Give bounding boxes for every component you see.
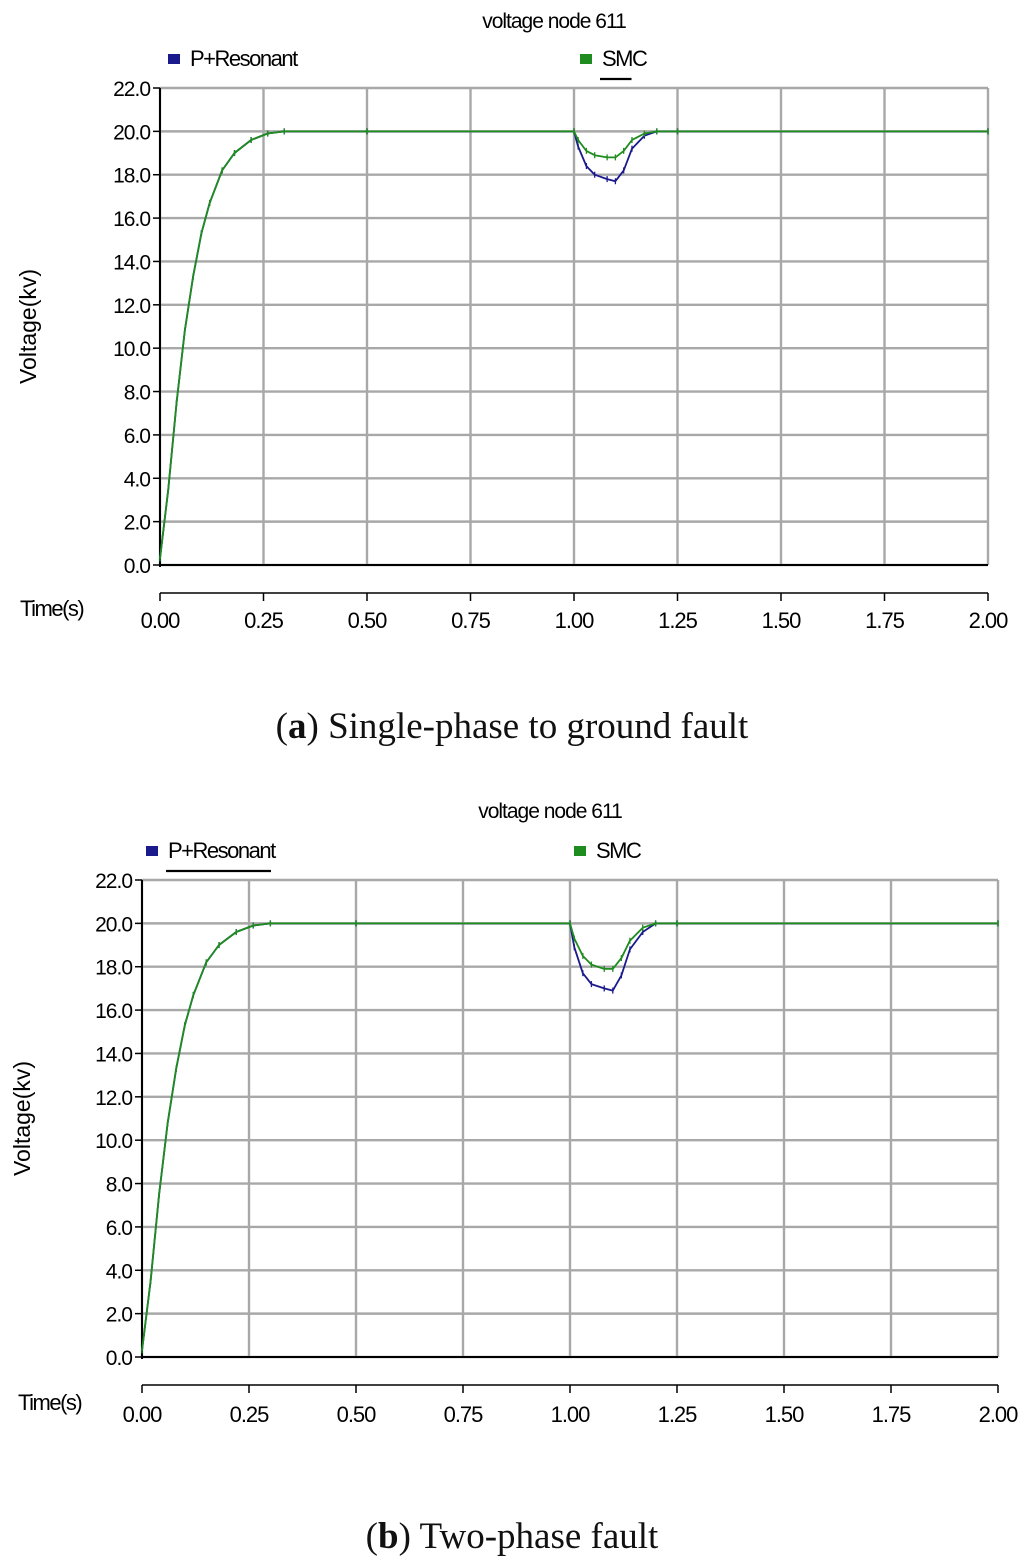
legend-swatch-b [146,846,158,856]
y-tick-label-b: 2.0 [106,1304,133,1327]
legend-swatch-a [168,54,180,64]
y-tick-label-b: 6.0 [106,1217,133,1240]
y-tick-label-a: 2.0 [124,512,151,535]
chart-a: voltage node 611 0.0 2.0 4.0 6.0 8.0 10.0 12.0 1… [15,10,1009,633]
y-tick-label-a: 22.0 [113,78,150,101]
y-tick-label-b: 8.0 [106,1174,133,1197]
x-tick-label-b: 0.50 [337,1402,377,1427]
y-tick-label-a: 16.0 [113,208,150,231]
x-tick-label-a: 0.00 [141,608,181,633]
y-tick-label-b: 18.0 [95,957,132,980]
y-tick-label-a: 12.0 [113,295,150,318]
x-tick-label-a: 0.75 [451,608,491,633]
y-tick-label-a: 20.0 [113,121,150,144]
legend-label-b: P+Resonant [168,838,276,863]
x-tick-label-a: 1.25 [658,608,698,633]
y-tick-label-a: 10.0 [113,338,150,361]
legend-swatch-b [574,846,586,856]
y-tick-label-b: 14.0 [95,1043,132,1066]
y-tick-label-a: 0.0 [124,555,151,578]
x-tick-label-a: 2.00 [969,608,1009,633]
x-axis-label-b: Time(s) [18,1390,81,1415]
chart-b: voltage node 611 0.0 2.0 4.0 6.0 8.0 10.0 12.0 1… [9,800,1019,1427]
legend-label-b: SMC [596,838,642,863]
x-tick-label-a: 1.75 [865,608,905,633]
x-tick-label-b: 1.75 [872,1402,912,1427]
y-tick-label-b: 22.0 [95,870,132,893]
x-tick-label-b: 1.00 [551,1402,591,1427]
legend-label-a: SMC [602,46,648,71]
x-tick-label-b: 1.50 [765,1402,805,1427]
chart-title-a: voltage node 611 [482,10,626,33]
x-tick-label-b: 0.25 [230,1402,270,1427]
y-tick-label-a: 8.0 [124,382,151,405]
x-tick-label-a: 0.50 [348,608,388,633]
x-tick-label-b: 0.75 [444,1402,484,1427]
legend-swatch-a [580,54,592,64]
caption-a-label: a [287,706,307,747]
y-axis-label-a: Voltage(kv) [15,269,41,384]
x-tick-label-a: 0.25 [244,608,284,633]
x-tick-label-b: 1.25 [658,1402,698,1427]
y-tick-label-b: 10.0 [95,1130,132,1153]
y-tick-label-a: 6.0 [124,425,151,448]
y-tick-label-a: 14.0 [113,251,150,274]
chart-title-b: voltage node 611 [478,800,622,823]
caption-a: (a) Single-phase to ground fault [275,706,749,747]
x-tick-label-a: 1.50 [762,608,802,633]
caption-b-text: Two-phase fault [410,1516,659,1557]
x-tick-label-a: 1.00 [555,608,595,633]
y-tick-label-b: 4.0 [106,1260,133,1283]
y-tick-label-b: 0.0 [106,1347,133,1370]
y-tick-label-b: 12.0 [95,1087,132,1110]
x-tick-label-b: 2.00 [979,1402,1019,1427]
y-axis-label-b: Voltage(kv) [9,1061,35,1176]
y-tick-label-b: 20.0 [95,913,132,936]
y-tick-label-a: 4.0 [124,468,151,491]
caption-b-label: b [377,1516,399,1557]
y-tick-label-a: 18.0 [113,165,150,188]
chart-panel-b: voltage node 611 0.0 2.0 4.0 6.0 8.0 10.0 12.0 1… [0,790,1024,1559]
y-tick-label-b: 16.0 [95,1000,132,1023]
legend-label-a: P+Resonant [190,46,298,71]
caption-a-text: Single-phase to ground fault [318,706,749,747]
caption-b: (b) Two-phase fault [365,1516,659,1557]
x-tick-label-b: 0.00 [123,1402,163,1427]
x-axis-label-a: Time(s) [20,596,83,621]
chart-panel-a: voltage node 611 0.0 2.0 4.0 6.0 8.0 10.0 12.0 1… [15,10,1009,747]
